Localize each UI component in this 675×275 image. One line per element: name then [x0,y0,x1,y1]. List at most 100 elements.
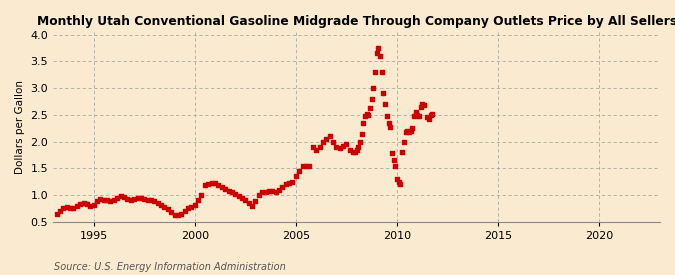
Point [65,206,76,211]
Point [327,139,338,144]
Point [155,202,166,207]
Point [307,145,318,149]
Point [425,112,436,117]
Point [169,213,180,217]
Point [146,198,157,203]
Point [422,115,433,120]
Point [234,194,244,198]
Point [55,209,65,213]
Point [387,151,398,155]
Point [404,130,414,134]
Point [398,139,409,144]
Point [142,198,153,202]
Point [351,147,362,152]
Point [129,197,140,202]
Point [95,197,106,202]
Point [260,190,271,194]
Point [99,198,109,202]
Point [206,181,217,185]
Point [240,198,250,203]
Point [363,112,374,117]
Point [368,86,379,90]
Point [370,70,381,74]
Point [193,198,204,203]
Point [294,169,304,173]
Point [109,198,119,203]
Point [395,182,406,186]
Point [136,196,146,200]
Point [418,103,429,107]
Point [378,91,389,96]
Point [226,190,237,194]
Point [280,182,291,186]
Point [216,185,227,189]
Point [353,145,364,149]
Point [427,112,438,116]
Point [119,195,130,199]
Point [254,193,265,197]
Title: Monthly Utah Conventional Gasoline Midgrade Through Company Outlets Price by All: Monthly Utah Conventional Gasoline Midgr… [36,15,675,28]
Point [115,194,126,198]
Point [412,112,423,117]
Point [270,190,281,194]
Point [196,193,207,197]
Point [105,199,116,204]
Point [186,205,196,209]
Point [126,198,136,203]
Point [153,201,163,205]
Point [219,186,230,191]
Point [173,213,184,218]
Point [304,163,315,168]
Point [277,185,288,189]
Point [388,158,399,163]
Point [371,51,382,56]
Point [381,114,392,118]
Point [246,204,257,208]
Point [324,134,335,138]
Point [321,137,331,141]
Point [273,188,284,192]
Point [414,114,425,118]
Point [200,183,211,188]
Point [364,106,375,111]
Point [361,112,372,116]
Point [176,211,186,216]
Point [180,209,190,213]
Point [88,202,99,207]
Point [230,192,240,196]
Point [360,114,371,118]
Point [356,131,367,136]
Point [408,114,419,118]
Point [244,201,254,205]
Point [377,70,387,74]
Point [264,189,275,193]
Point [375,54,385,58]
Point [75,202,86,206]
Point [297,163,308,168]
Point [256,190,267,194]
Point [183,206,194,211]
Point [310,147,321,152]
Point [85,204,96,208]
Point [149,199,160,204]
Point [317,139,328,144]
Point [402,129,412,133]
Point [78,201,89,205]
Point [385,124,396,129]
Point [390,163,401,168]
Point [290,174,301,178]
Point [132,196,143,200]
Point [358,121,369,125]
Point [203,182,214,186]
Point [287,179,298,184]
Point [92,199,103,204]
Point [68,206,79,210]
Point [407,126,418,130]
Point [163,207,173,211]
Point [284,181,294,185]
Point [392,177,402,181]
Y-axis label: Dollars per Gallon: Dollars per Gallon [15,80,25,174]
Point [122,197,133,201]
Point [400,130,411,134]
Point [61,205,72,209]
